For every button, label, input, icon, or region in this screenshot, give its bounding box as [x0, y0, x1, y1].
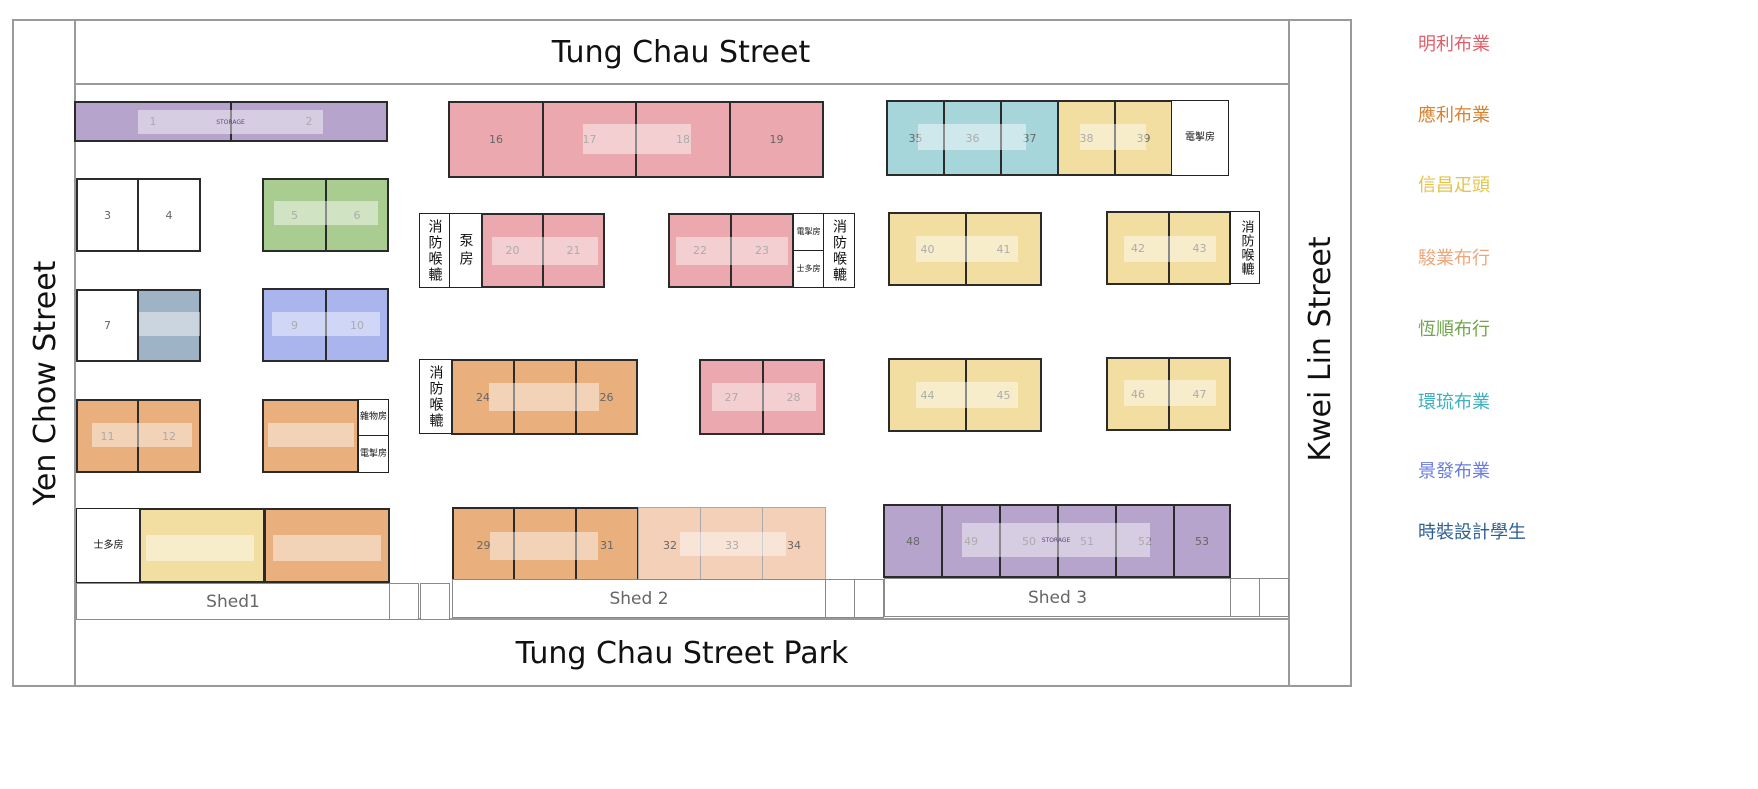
- tenant-tag-40-41: [916, 236, 1018, 262]
- stall-8[interactable]: [137, 289, 201, 362]
- fire-hose-reel-1: 消防喉轆: [419, 213, 450, 288]
- tenant-tag-42-43: [1124, 236, 1216, 262]
- stall-41[interactable]: 41: [965, 212, 1042, 286]
- stall-42[interactable]: 42: [1106, 211, 1170, 285]
- stall-46[interactable]: 46: [1106, 357, 1170, 431]
- stall-25[interactable]: [513, 359, 577, 435]
- tenant-tag-14: [146, 535, 254, 561]
- shiduo-room-shed2: 士多房: [793, 250, 824, 288]
- stall-22[interactable]: 22: [668, 213, 732, 288]
- legend-item-minglee: 明利布業: [1418, 34, 1490, 55]
- legend-item-fashion-students: 時裝設計學生: [1418, 522, 1526, 543]
- tenant-tag-32-34: [680, 532, 786, 556]
- stall-48[interactable]: 48: [883, 504, 943, 578]
- shed2-box-a: [825, 579, 855, 618]
- tenant-tag-29-31: [490, 532, 598, 560]
- stall-3[interactable]: 3: [76, 178, 139, 252]
- stall-10[interactable]: 10: [325, 288, 389, 362]
- tenant-tag-46-47: [1124, 380, 1216, 406]
- tenant-tag-5-6: [274, 201, 378, 225]
- stall-18[interactable]: 18: [635, 101, 731, 178]
- stall-2[interactable]: 2: [230, 101, 388, 142]
- tenant-tag-35-37: [918, 124, 1026, 150]
- legend-item-wanlau: 環琉布業: [1418, 392, 1490, 413]
- stall-4[interactable]: 4: [137, 178, 201, 252]
- stall-36[interactable]: 36: [943, 100, 1002, 176]
- storage-tag-1: STORAGE: [138, 110, 323, 134]
- tenant-tag-27-28: [712, 383, 816, 411]
- shed1-box-b: [420, 583, 450, 620]
- electric-room-shed3: 電掣房: [1171, 100, 1229, 176]
- stall-7[interactable]: 7: [76, 289, 139, 362]
- street-east-kwei-lin: Kwei Lin Street: [1302, 236, 1338, 462]
- stall-1[interactable]: 1: [74, 101, 232, 142]
- storage-tag-2: STORAGE: [962, 523, 1150, 557]
- tenant-tag-38-39: [1080, 124, 1146, 150]
- shed2-label: Shed 2: [452, 579, 826, 618]
- legend-item-kingfat: 景發布業: [1418, 461, 1490, 482]
- stall-21[interactable]: 21: [542, 213, 605, 288]
- stall-45[interactable]: 45: [965, 358, 1042, 432]
- street-south-tung-chau-park: Tung Chau Street Park: [76, 618, 1288, 686]
- fire-hose-reel-3: 消防喉轆: [419, 359, 452, 434]
- shed3-box-b: [1259, 578, 1289, 617]
- stall-17[interactable]: 17: [542, 101, 637, 178]
- tenant-tag-22-23: [676, 237, 788, 265]
- shed1-label: Shed1: [76, 583, 390, 620]
- stall-5[interactable]: 5: [262, 178, 327, 252]
- stall-26[interactable]: 26: [575, 359, 638, 435]
- stall-33[interactable]: 33: [700, 507, 764, 583]
- stall-6[interactable]: 6: [325, 178, 389, 252]
- fire-hose-reel-4: 消防喉轆: [1230, 211, 1260, 284]
- stall-9[interactable]: 9: [262, 288, 327, 362]
- stall-19[interactable]: 19: [729, 101, 824, 178]
- tenant-tag-44-45: [916, 382, 1018, 408]
- tenant-tag-15: [273, 535, 381, 561]
- stall-43[interactable]: 43: [1168, 211, 1231, 285]
- street-east-kwei-lin-frame: [1288, 19, 1352, 687]
- electric-room-shed2: 電掣房: [793, 213, 824, 251]
- storage-room: 雜物房: [358, 399, 389, 436]
- legend-item-hangshun: 恆順布行: [1418, 319, 1490, 340]
- street-north-tung-chau: Tung Chau Street: [74, 19, 1288, 85]
- stall-49[interactable]: 49: [941, 504, 1001, 578]
- tenant-tag-8: [139, 312, 200, 336]
- stall-23[interactable]: 23: [730, 213, 794, 288]
- legend-item-shuncheong: 信昌疋頭: [1418, 175, 1490, 196]
- stall-52[interactable]: 52: [1115, 504, 1175, 578]
- tenant-tag-24-26: [489, 383, 599, 411]
- shed3-label: Shed 3: [884, 578, 1231, 617]
- street-west-yen-chow-frame: [12, 19, 76, 687]
- tenant-tag-20-21: [492, 237, 598, 265]
- stall-15[interactable]: [264, 508, 390, 583]
- stall-44[interactable]: 44: [888, 358, 967, 432]
- legend-item-yinglee: 應利布業: [1418, 105, 1490, 126]
- tenant-tag-9-10: [272, 312, 380, 336]
- stall-16[interactable]: 16: [448, 101, 544, 178]
- shed1-box-a: [389, 583, 419, 620]
- stall-13[interactable]: [262, 399, 359, 473]
- stall-28[interactable]: 28: [762, 359, 825, 435]
- street-west-yen-chow: Yen Chow Street: [27, 260, 63, 506]
- tenant-tag-13: [268, 423, 354, 447]
- stall-12[interactable]: 12: [137, 399, 201, 473]
- tenant-tag-17-18: [583, 124, 691, 154]
- stall-14[interactable]: [139, 508, 265, 583]
- legend-item-chunyip: 駿業布行: [1418, 248, 1490, 269]
- shiduo-room-shed1: 士多房: [76, 508, 141, 583]
- stall-34[interactable]: 34: [762, 507, 826, 583]
- shed2-box-b: [854, 579, 884, 618]
- stall-47[interactable]: 47: [1168, 357, 1231, 431]
- fire-hose-reel-2: 消防喉轆: [823, 213, 855, 288]
- pump-room: 泵房: [449, 213, 482, 288]
- shed3-box-a: [1230, 578, 1260, 617]
- electric-room-shed1: 電掣房: [358, 435, 389, 473]
- stall-53[interactable]: 53: [1173, 504, 1231, 578]
- tenant-tag-11-12: [92, 423, 192, 447]
